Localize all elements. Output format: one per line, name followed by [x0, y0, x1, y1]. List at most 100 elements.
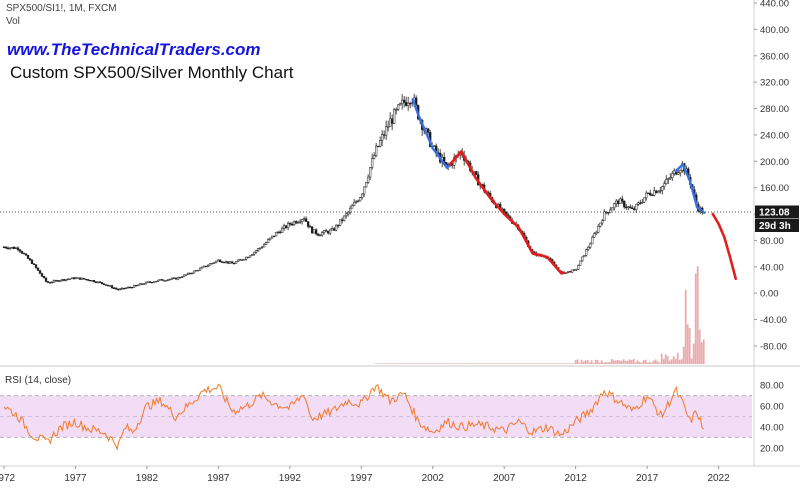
- volume-bar: [548, 363, 551, 364]
- candle-body: [48, 282, 52, 284]
- rsi-line: [3, 383, 705, 451]
- candle-body: [581, 256, 584, 262]
- symbol-line[interactable]: SPX500/SI1!, 1M, FXCM: [6, 3, 117, 14]
- price-axis-label: 440.00: [760, 0, 789, 10]
- volume-bar: [566, 363, 569, 364]
- candle-body: [150, 281, 154, 284]
- volume-bar: [462, 363, 465, 364]
- volume-bar: [628, 359, 631, 364]
- candle-body: [372, 155, 376, 159]
- candle-body: [575, 269, 578, 271]
- candle-body: [645, 192, 648, 198]
- time-axis-label: 1997: [350, 473, 373, 484]
- volume-bar: [688, 327, 691, 364]
- price-axis-label: 280.00: [760, 104, 789, 115]
- volume-bar: [596, 360, 599, 364]
- candle-body: [82, 278, 86, 280]
- candle-body: [224, 261, 228, 263]
- volume-bar: [666, 356, 669, 364]
- candle-body: [607, 212, 610, 214]
- candle-body: [288, 222, 292, 225]
- candle-body: [284, 225, 288, 229]
- candle-body: [120, 287, 124, 290]
- candle-body: [176, 277, 180, 280]
- candle-body: [166, 279, 170, 281]
- candle-body: [244, 256, 248, 260]
- volume-bar: [480, 363, 483, 364]
- volume-bar: [694, 273, 697, 364]
- volume-bar: [388, 363, 391, 364]
- candle-body: [154, 280, 158, 283]
- volume-bar: [674, 358, 677, 364]
- candle-body: [358, 197, 362, 202]
- candle-body: [226, 261, 230, 264]
- candle-body: [112, 287, 116, 290]
- candle-body: [665, 179, 668, 184]
- volume-bar: [482, 363, 485, 364]
- volume-bar: [444, 363, 447, 364]
- candle-body: [296, 221, 300, 224]
- candle-body: [66, 278, 70, 281]
- candle-body: [136, 284, 140, 287]
- candle-body: [629, 206, 632, 209]
- candle-body: [657, 191, 660, 194]
- volume-bar: [426, 363, 429, 364]
- volume-bar: [382, 363, 385, 364]
- volume-bar: [456, 363, 459, 364]
- candle-body: [322, 230, 326, 233]
- price-axis[interactable]: 440.00 400.00 360.00 320.00 280.00 240.00 200.…: [754, 0, 789, 352]
- candle-body: [238, 259, 242, 261]
- candle-body: [78, 277, 82, 280]
- volume-bar: [390, 363, 393, 364]
- volume-bar: [512, 363, 515, 364]
- candle-body: [194, 270, 198, 272]
- candle-body: [204, 265, 208, 268]
- volume-bar: [610, 359, 613, 364]
- volume-bar: [440, 363, 443, 364]
- volume-bar: [536, 363, 539, 364]
- volume-bar: [504, 363, 507, 364]
- candle-body: [60, 279, 64, 281]
- time-axis[interactable]: 1972 1977 1982 1987 1992 1997 2002 2007 2012 2017…: [0, 466, 730, 484]
- volume-bar: [418, 363, 421, 364]
- candle-body: [32, 263, 36, 265]
- projection-red-future: [711, 212, 737, 280]
- volume-bar: [468, 363, 471, 364]
- candle-body: [397, 104, 400, 110]
- candle-body: [613, 203, 616, 209]
- candle-body: [569, 271, 572, 273]
- candle-body: [336, 224, 340, 227]
- candle-body: [409, 102, 412, 105]
- candle-body: [286, 222, 290, 229]
- candle-body: [585, 249, 588, 256]
- candle-body: [210, 262, 214, 265]
- volume-label[interactable]: Vol: [6, 16, 20, 27]
- volume-bar: [590, 360, 593, 364]
- candle-body: [234, 261, 238, 264]
- candle-body: [571, 269, 574, 273]
- candle-body: [294, 221, 298, 224]
- volume-bar: [414, 363, 417, 364]
- candle-body: [370, 158, 374, 168]
- rsi-indicator-label[interactable]: RSI (14, close): [5, 375, 72, 386]
- volume-bar: [668, 360, 671, 364]
- rsi-axis-label: 40.00: [760, 422, 784, 433]
- candle-body: [22, 252, 26, 255]
- volume-bar: [574, 359, 577, 364]
- rsi-axis: 80.00 60.00 40.00 20.00: [760, 381, 784, 455]
- volume-bar: [516, 363, 519, 364]
- volume-bar: [458, 363, 461, 364]
- volume-bar: [410, 363, 413, 364]
- candle-body: [368, 167, 372, 178]
- candle-body: [589, 243, 592, 248]
- volume-bar: [400, 363, 403, 364]
- candle-body: [258, 247, 262, 249]
- volume-bar: [474, 363, 477, 364]
- candle-body: [407, 102, 410, 106]
- volume-bar: [510, 363, 513, 364]
- volume-bar: [600, 360, 603, 364]
- candle-body: [228, 261, 232, 264]
- candle-body: [633, 208, 636, 211]
- volume-bar: [672, 356, 675, 364]
